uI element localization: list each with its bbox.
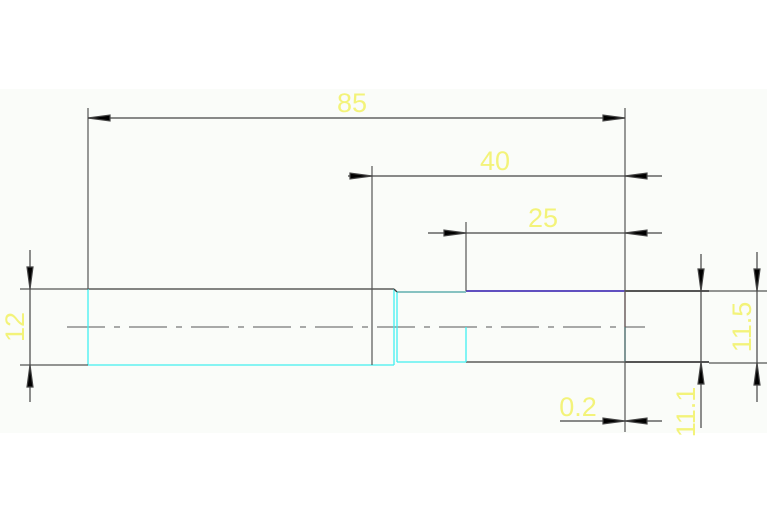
- dim-12-label: 12: [0, 312, 30, 342]
- dim-11-5-label: 11.5: [727, 302, 757, 353]
- dim-85-label: 85: [337, 88, 367, 118]
- model-space-background: [0, 89, 767, 433]
- dim-40-label: 40: [480, 146, 510, 176]
- extension-lines: [20, 108, 767, 432]
- dim-11-1-label: 11.1: [671, 387, 701, 438]
- dim-0-2-label: 0.2: [559, 392, 597, 422]
- dimension-lines: [26, 114, 761, 428]
- dim-25-label: 25: [528, 203, 558, 233]
